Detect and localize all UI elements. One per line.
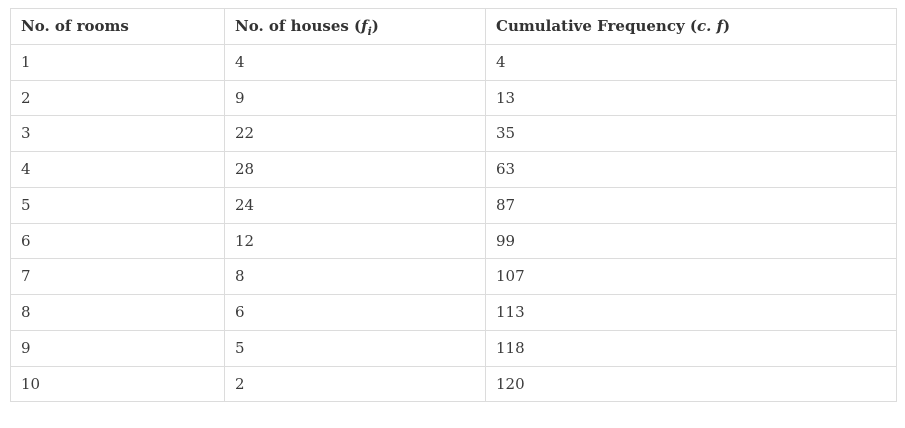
table-cell: 4 bbox=[485, 43, 897, 81]
table-cell: 35 bbox=[485, 115, 897, 152]
page-container: No. of rooms No. of houses (fi) Cumulati… bbox=[10, 8, 897, 403]
table-row: 2 9 13 bbox=[10, 79, 897, 117]
table-cell: 99 bbox=[485, 222, 897, 260]
table-body: 1 4 4 2 9 13 3 22 35 4 28 63 5 24 87 6 12 99 7 8 107 8 6 113 9 5 1… bbox=[10, 43, 897, 403]
table-cell: 113 bbox=[485, 294, 897, 331]
table-cell: 118 bbox=[485, 329, 897, 367]
cumulative-frequency-table: No. of rooms No. of houses (fi) Cumulati… bbox=[10, 8, 897, 403]
table-row: 6 12 99 bbox=[10, 222, 897, 260]
table-row: 4 28 63 bbox=[10, 151, 897, 188]
col-header-houses-label: No. of houses ( bbox=[235, 17, 362, 35]
table-cell: 5 bbox=[224, 329, 486, 367]
table-cell: 4 bbox=[10, 151, 225, 188]
table-cell: 9 bbox=[10, 329, 225, 367]
table-row: 7 8 107 bbox=[10, 258, 897, 295]
table-row: 3 22 35 bbox=[10, 115, 897, 152]
col-header-cumulative-label: Cumulative Frequency ( bbox=[496, 17, 697, 35]
table-cell: 6 bbox=[10, 222, 225, 260]
header-row: No. of rooms No. of houses (fi) Cumulati… bbox=[10, 8, 897, 45]
table-cell: 6 bbox=[224, 294, 486, 331]
table-cell: 2 bbox=[224, 365, 486, 403]
col-header-rooms: No. of rooms bbox=[10, 8, 225, 45]
table-cell: 1 bbox=[10, 43, 225, 81]
table-cell: 2 bbox=[10, 79, 225, 117]
table-cell: 9 bbox=[224, 79, 486, 117]
table-row: 9 5 118 bbox=[10, 329, 897, 367]
table-cell: 13 bbox=[485, 79, 897, 117]
table-row: 5 24 87 bbox=[10, 186, 897, 224]
col-header-houses: No. of houses (fi) bbox=[224, 8, 486, 45]
table-cell: 120 bbox=[485, 365, 897, 403]
math-symbol-f: f bbox=[361, 17, 368, 35]
table-cell: 24 bbox=[224, 186, 486, 224]
col-header-cumulative: Cumulative Frequency (c. f) bbox=[485, 8, 897, 45]
col-header-rooms-label: No. of rooms bbox=[21, 17, 129, 35]
table-cell: 8 bbox=[224, 258, 486, 295]
table-cell: 107 bbox=[485, 258, 897, 295]
table-cell: 63 bbox=[485, 151, 897, 188]
table-cell: 4 bbox=[224, 43, 486, 81]
table-cell: 7 bbox=[10, 258, 225, 295]
table-cell: 12 bbox=[224, 222, 486, 260]
table-cell: 10 bbox=[10, 365, 225, 403]
table-cell: 87 bbox=[485, 186, 897, 224]
table-cell: 8 bbox=[10, 294, 225, 331]
col-header-houses-suffix: ) bbox=[371, 17, 379, 35]
table-cell: 5 bbox=[10, 186, 225, 224]
table-cell: 22 bbox=[224, 115, 486, 152]
table-cell: 28 bbox=[224, 151, 486, 188]
math-symbol-cf: c. f bbox=[697, 17, 724, 35]
col-header-cumulative-suffix: ) bbox=[723, 17, 731, 35]
table-row: 10 2 120 bbox=[10, 365, 897, 403]
table-cell: 3 bbox=[10, 115, 225, 152]
math-subscript-i: i bbox=[367, 25, 372, 38]
table-row: 8 6 113 bbox=[10, 294, 897, 331]
